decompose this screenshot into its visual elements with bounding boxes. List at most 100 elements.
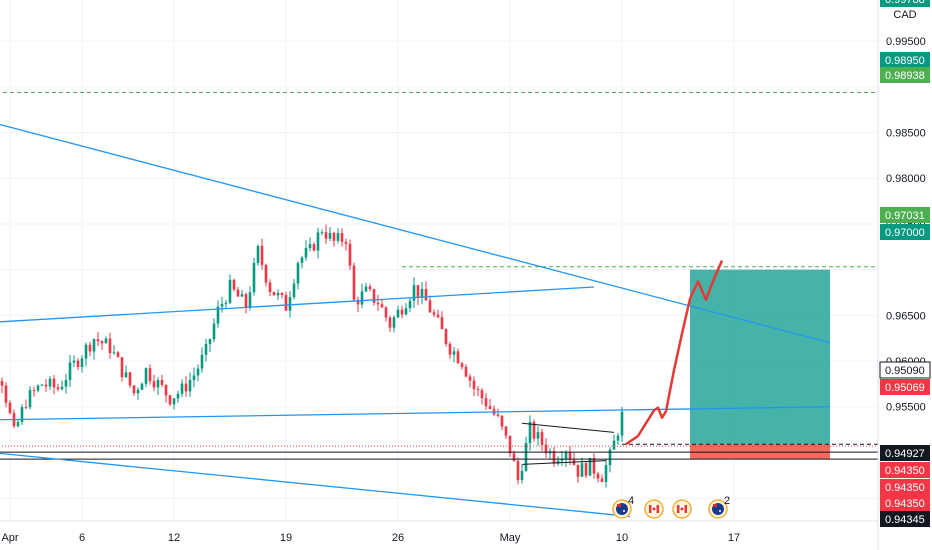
ca-flag-icon <box>680 507 684 511</box>
candle-body <box>140 383 144 390</box>
candle-body <box>600 478 604 483</box>
candle-body <box>0 381 4 386</box>
candle-body <box>288 297 292 311</box>
candle-body <box>360 291 364 305</box>
candle-body <box>52 378 56 388</box>
ca-flag-icon <box>677 505 680 513</box>
price-tick-label: 0.98500 <box>886 128 926 140</box>
price-tag <box>880 445 930 461</box>
drawings[interactable] <box>0 92 878 518</box>
candle-body <box>448 343 452 355</box>
candle-body <box>16 422 20 427</box>
au-flag-icon <box>719 510 721 512</box>
candle-body <box>604 465 608 483</box>
candle-body <box>156 379 160 388</box>
price-tag <box>880 462 930 478</box>
candle-body <box>580 463 584 477</box>
candle-body <box>208 339 212 344</box>
candle-body <box>336 233 340 241</box>
candle-body <box>212 323 216 340</box>
candle-body <box>436 314 440 318</box>
candle-body <box>132 385 136 394</box>
price-tag-label: 0.94350 <box>885 482 925 494</box>
trendline[interactable] <box>0 286 595 324</box>
candle-body <box>216 306 220 324</box>
candle-body <box>576 464 580 477</box>
candle-body <box>108 338 112 354</box>
ca-flag-icon <box>652 507 656 511</box>
candle-body <box>304 248 308 258</box>
candle-body <box>192 375 196 380</box>
candle-body <box>76 360 80 368</box>
au-flag-icon <box>623 510 625 512</box>
candle-body <box>400 309 404 315</box>
currency-label: CAD <box>893 9 916 21</box>
candle-body <box>92 339 96 352</box>
candle-body <box>292 283 296 298</box>
candle-body <box>608 449 612 466</box>
price-tag-label: 0.94345 <box>885 514 925 526</box>
candle-body <box>256 245 260 263</box>
candle-body <box>72 360 76 363</box>
candle-body <box>172 398 176 405</box>
candle-body <box>228 279 232 303</box>
target-zone <box>690 269 830 445</box>
candle-body <box>520 471 524 480</box>
candle-body <box>596 473 600 479</box>
price-tag-label: 0.95069 <box>885 382 925 394</box>
time-tick-label: 6 <box>79 532 85 544</box>
candle-body <box>236 289 240 297</box>
time-tick-label: 10 <box>616 532 628 544</box>
candle-body <box>180 383 184 394</box>
candle-body <box>240 294 244 297</box>
candle-body <box>316 232 320 251</box>
candle-body <box>84 344 88 359</box>
trendline[interactable] <box>521 460 607 465</box>
candle-body <box>468 376 472 381</box>
time-tick-label: 19 <box>280 532 292 544</box>
trendline[interactable] <box>0 406 831 421</box>
candle-body <box>200 354 204 369</box>
price-tag <box>880 479 930 495</box>
price-tag <box>880 379 930 395</box>
candle-body <box>556 460 560 464</box>
candle-body <box>4 385 8 403</box>
trendline[interactable] <box>0 112 831 344</box>
candle-body <box>248 292 252 309</box>
candle-body <box>560 459 564 461</box>
candle-body <box>512 453 516 462</box>
price-axis[interactable]: 0.995000.985000.980000.975000.965000.960… <box>879 0 931 527</box>
candle-body <box>424 288 428 301</box>
candle-body <box>284 295 288 311</box>
candle-body <box>28 389 32 408</box>
price-tag <box>880 495 930 511</box>
candle-body <box>308 244 312 249</box>
au-flag-icon <box>713 504 717 507</box>
candle-body <box>128 372 132 386</box>
candle-body <box>164 384 168 396</box>
candle-body <box>88 344 92 352</box>
event-count: 4 <box>628 495 634 507</box>
candle-body <box>332 232 336 241</box>
candle-body <box>372 289 376 303</box>
price-tag-label: 0.97000 <box>885 227 925 239</box>
trendline[interactable] <box>0 449 631 518</box>
time-tick-label: Apr <box>1 532 18 544</box>
candle-body <box>340 233 344 242</box>
candle-body <box>536 432 540 439</box>
price-tag-label: 0.95090 <box>885 365 925 377</box>
time-axis[interactable]: Apr 6 12 19 26 May 10 17 <box>1 532 740 544</box>
candle-body <box>204 343 208 355</box>
candle-body <box>516 461 520 480</box>
candles <box>0 224 624 488</box>
trendline[interactable] <box>521 422 615 433</box>
candle-body <box>24 407 28 409</box>
candle-body <box>528 421 532 444</box>
projection <box>625 259 724 446</box>
candle-body <box>416 285 420 298</box>
candle-body <box>364 286 368 292</box>
candle-body <box>20 407 24 423</box>
candle-body <box>296 263 300 284</box>
